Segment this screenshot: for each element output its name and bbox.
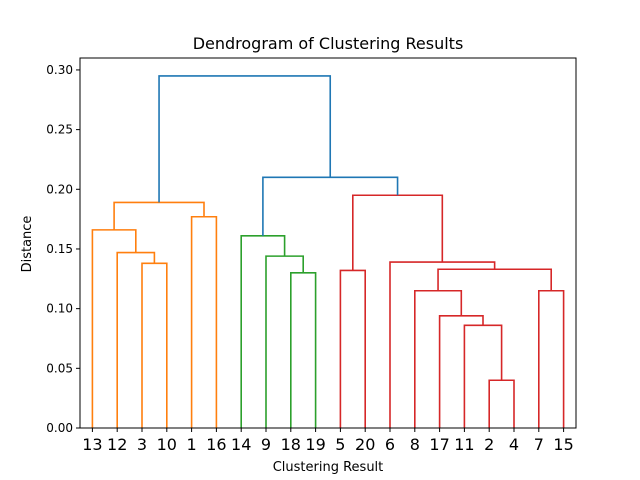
- x-axis-label: Clustering Result: [273, 460, 384, 475]
- plot-background: [80, 58, 576, 428]
- dendrogram-link: [91, 229, 137, 428]
- y-axis-label: Distance: [20, 216, 35, 273]
- plot-frame: [79, 57, 577, 429]
- leaf-label-11: 11: [454, 435, 474, 454]
- y-tick-label: 0.00: [46, 421, 73, 435]
- y-tick-label: 0.30: [46, 63, 73, 77]
- dendrogram-link: [290, 272, 317, 428]
- leaf-label-16: 16: [206, 435, 226, 454]
- leaf-label-19: 19: [305, 435, 325, 454]
- dendrogram-link: [240, 235, 286, 428]
- leaf-label-18: 18: [281, 435, 301, 454]
- dendrogram-link: [339, 269, 366, 428]
- leaf-label-20: 20: [355, 435, 375, 454]
- leaf-label-3: 3: [137, 435, 147, 454]
- chart-title: Dendrogram of Clustering Results: [193, 34, 464, 53]
- leaf-label-15: 15: [553, 435, 573, 454]
- y-tick-label: 0.15: [46, 242, 73, 256]
- dendrogram-link: [262, 176, 399, 236]
- leaf-label-12: 12: [107, 435, 127, 454]
- leaf-label-9: 9: [261, 435, 271, 454]
- leaf-label-2: 2: [484, 435, 494, 454]
- dendrogram-link: [389, 261, 496, 428]
- leaf-label-1: 1: [187, 435, 197, 454]
- dendrogram-link: [463, 324, 503, 428]
- dendrogram-link: [414, 289, 463, 428]
- y-tick-label: 0.20: [46, 182, 73, 196]
- leaf-label-14: 14: [231, 435, 251, 454]
- leaf-label-10: 10: [157, 435, 177, 454]
- leaf-label-8: 8: [410, 435, 420, 454]
- dendrogram-link: [538, 289, 565, 428]
- leaf-label-17: 17: [429, 435, 449, 454]
- x-axis: 13 12 3 10 1 16 14 9 18 19 5 20 6 8 17 11 2 4 7 15: [82, 428, 574, 454]
- dendrogram-links: [91, 75, 565, 428]
- leaf-label-7: 7: [534, 435, 544, 454]
- dendrogram-link: [158, 75, 332, 203]
- dendrogram-link: [190, 215, 218, 428]
- y-axis: 0.00 0.05 0.10 0.15 0.20 0.25 0.30: [46, 63, 80, 435]
- leaf-label-4: 4: [509, 435, 519, 454]
- y-tick-label: 0.25: [46, 123, 73, 137]
- leaf-label-6: 6: [385, 435, 395, 454]
- y-tick-label: 0.10: [46, 302, 73, 316]
- leaf-label-13: 13: [82, 435, 102, 454]
- y-tick-label: 0.05: [46, 361, 73, 375]
- leaf-label-5: 5: [335, 435, 345, 454]
